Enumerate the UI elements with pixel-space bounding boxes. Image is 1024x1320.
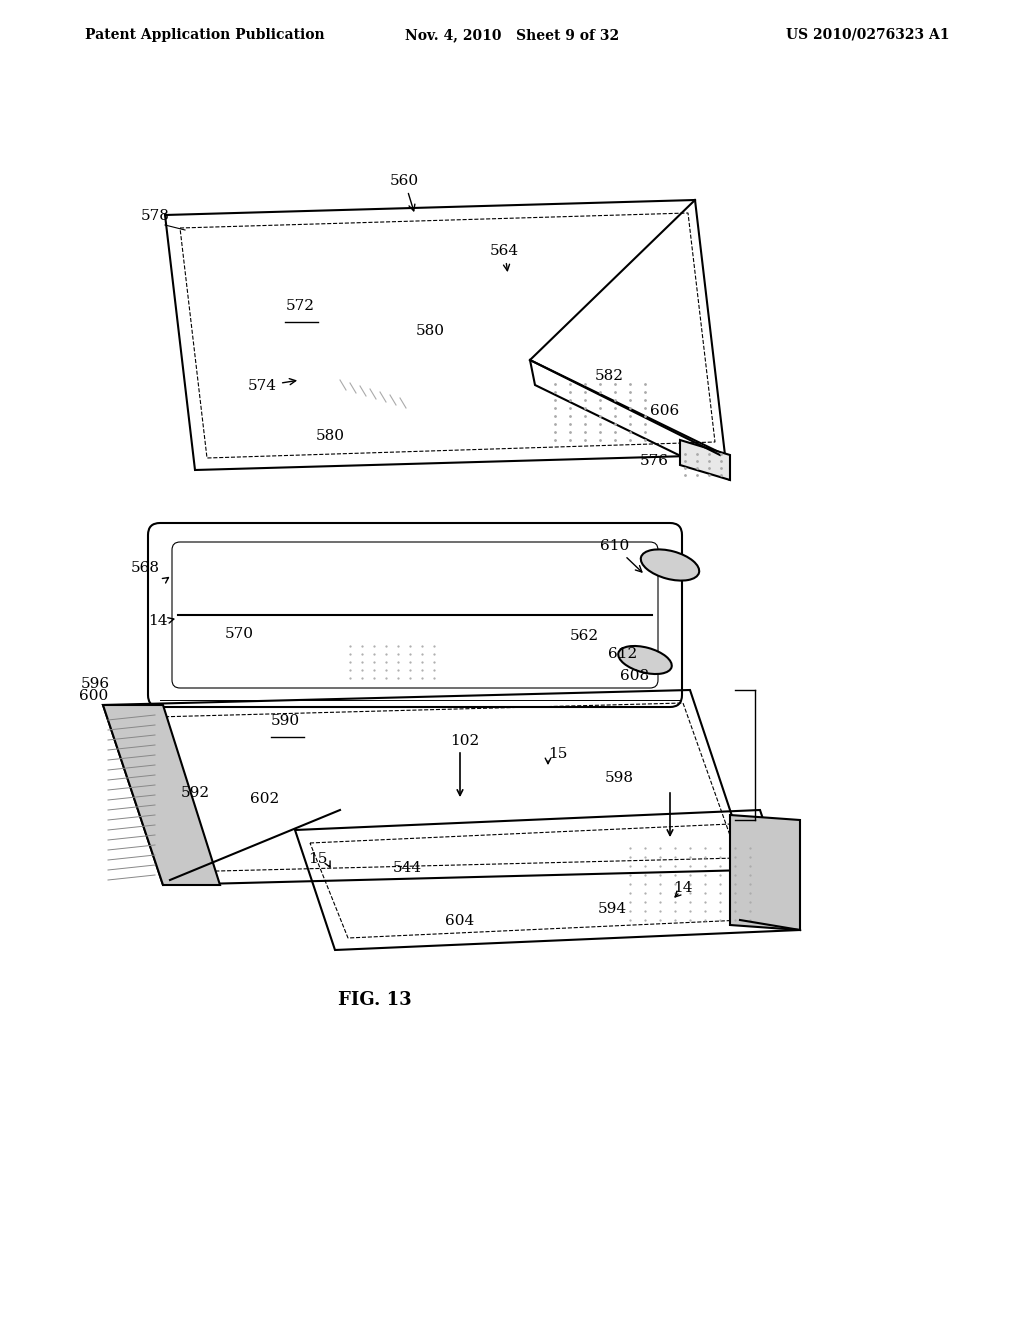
Text: 14: 14: [148, 614, 168, 628]
Text: 572: 572: [286, 300, 314, 313]
Text: 564: 564: [490, 244, 519, 271]
Text: 608: 608: [620, 669, 649, 682]
Text: 102: 102: [451, 734, 479, 748]
Text: 576: 576: [640, 454, 669, 469]
Text: 580: 580: [315, 429, 344, 444]
Text: 544: 544: [393, 861, 422, 875]
Text: 582: 582: [595, 370, 624, 383]
Ellipse shape: [641, 549, 699, 581]
Text: Patent Application Publication: Patent Application Publication: [85, 28, 325, 42]
Text: 15: 15: [308, 851, 328, 866]
Text: 578: 578: [140, 209, 169, 223]
Ellipse shape: [618, 645, 672, 675]
Text: 580: 580: [416, 323, 444, 338]
Text: US 2010/0276323 A1: US 2010/0276323 A1: [786, 28, 950, 42]
Text: 592: 592: [181, 785, 210, 800]
Text: 602: 602: [250, 792, 280, 807]
Text: 596: 596: [81, 677, 110, 690]
Text: Nov. 4, 2010   Sheet 9 of 32: Nov. 4, 2010 Sheet 9 of 32: [404, 28, 620, 42]
Text: FIG. 13: FIG. 13: [338, 991, 412, 1008]
Text: 560: 560: [390, 174, 419, 211]
Polygon shape: [730, 814, 800, 931]
Text: 606: 606: [650, 404, 679, 418]
Text: 14: 14: [673, 880, 692, 895]
Text: 604: 604: [445, 913, 475, 928]
Text: 574: 574: [248, 379, 296, 393]
Polygon shape: [103, 705, 220, 884]
Text: 590: 590: [270, 714, 300, 729]
Text: 612: 612: [608, 647, 637, 661]
Text: 15: 15: [548, 747, 567, 762]
Text: 594: 594: [598, 902, 627, 916]
Text: 570: 570: [225, 627, 254, 642]
Polygon shape: [680, 440, 730, 480]
Text: 600: 600: [79, 689, 108, 704]
Text: 598: 598: [605, 771, 634, 785]
Text: 562: 562: [570, 630, 599, 643]
Text: 610: 610: [600, 539, 642, 572]
Text: 568: 568: [131, 561, 160, 576]
